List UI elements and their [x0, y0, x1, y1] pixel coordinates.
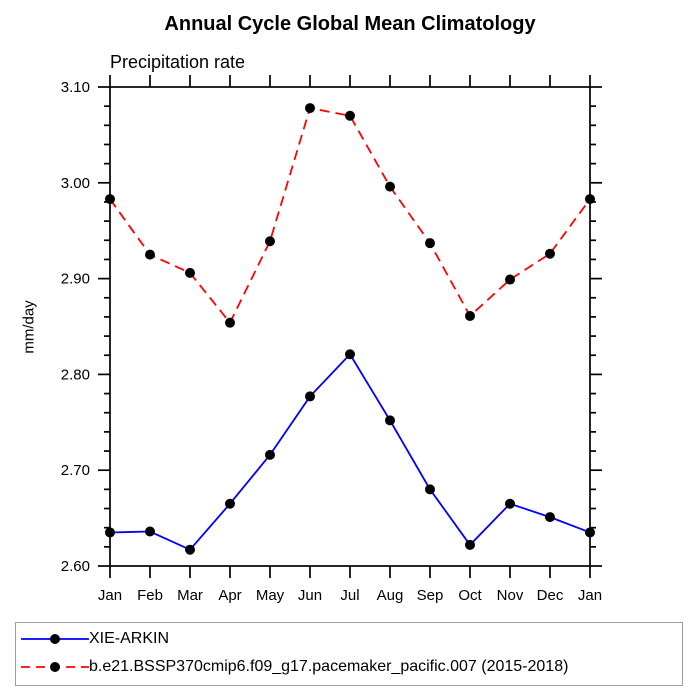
data-point-marker	[345, 110, 355, 121]
data-point-marker	[505, 498, 515, 509]
data-point-marker	[305, 391, 315, 402]
data-point-marker	[585, 527, 595, 538]
data-point-marker	[385, 181, 395, 192]
x-tick-label: Jan	[98, 587, 122, 604]
legend-line-sample-solid	[21, 634, 89, 644]
chart-subtitle: Precipitation rate	[110, 52, 246, 72]
data-point-marker	[345, 349, 355, 360]
x-tick-label: Jan	[578, 587, 602, 604]
data-point-marker	[105, 527, 115, 538]
x-tick-label: Feb	[137, 587, 163, 604]
legend-box: XIE-ARKIN b.e21.BSSP370cmip6.f09_g17.pac…	[15, 622, 683, 686]
y-tick-label: 2.80	[61, 366, 90, 383]
data-point-marker	[545, 248, 555, 259]
x-tick-label: Dec	[537, 587, 564, 604]
series-line-0	[109, 352, 591, 551]
legend-entry-xie-arkin: XIE-ARKIN	[16, 626, 682, 652]
data-point-marker	[385, 415, 395, 426]
x-tick-label: May	[256, 587, 285, 604]
x-tick-label: Apr	[218, 587, 241, 604]
data-point-marker	[265, 449, 275, 460]
data-point-marker	[105, 194, 115, 205]
x-tick-label: Mar	[177, 587, 203, 604]
chart-title: Annual Cycle Global Mean Climatology	[164, 13, 536, 35]
data-point-marker	[425, 238, 435, 249]
legend-label: XIE-ARKIN	[89, 630, 170, 647]
x-tick-label: Oct	[458, 587, 482, 604]
data-point-marker	[425, 484, 435, 495]
y-tick-label: 2.70	[61, 462, 90, 479]
data-point-marker	[185, 544, 195, 555]
data-point-marker	[185, 267, 195, 278]
x-tick-label: Jun	[298, 587, 322, 604]
y-tick-label: 2.60	[61, 558, 90, 575]
data-point-marker	[145, 526, 155, 537]
x-tick-label: Sep	[417, 587, 444, 604]
data-point-marker	[465, 310, 475, 321]
series-line-1	[109, 107, 591, 325]
axis-frame	[109, 86, 591, 567]
x-tick-label: Aug	[377, 587, 404, 604]
data-point-marker	[585, 194, 595, 205]
y-tick-label: 3.00	[61, 175, 90, 192]
data-point-marker	[465, 539, 475, 550]
data-point-marker	[545, 512, 555, 523]
legend-line-sample-dashed	[21, 662, 89, 672]
x-tick-label: Nov	[497, 587, 524, 604]
x-tick-label: Jul	[340, 587, 359, 604]
data-point-marker	[505, 274, 515, 285]
legend-entry-model: b.e21.BSSP370cmip6.f09_g17.pacemaker_pac…	[16, 654, 682, 680]
legend-label: b.e21.BSSP370cmip6.f09_g17.pacemaker_pac…	[89, 658, 569, 675]
data-point-marker	[145, 249, 155, 260]
y-tick-label: 2.90	[61, 271, 90, 288]
data-point-marker	[265, 236, 275, 247]
data-point-marker	[225, 498, 235, 509]
data-point-marker	[225, 317, 235, 328]
data-point-marker	[305, 103, 315, 114]
y-tick-label: 3.10	[61, 79, 90, 96]
